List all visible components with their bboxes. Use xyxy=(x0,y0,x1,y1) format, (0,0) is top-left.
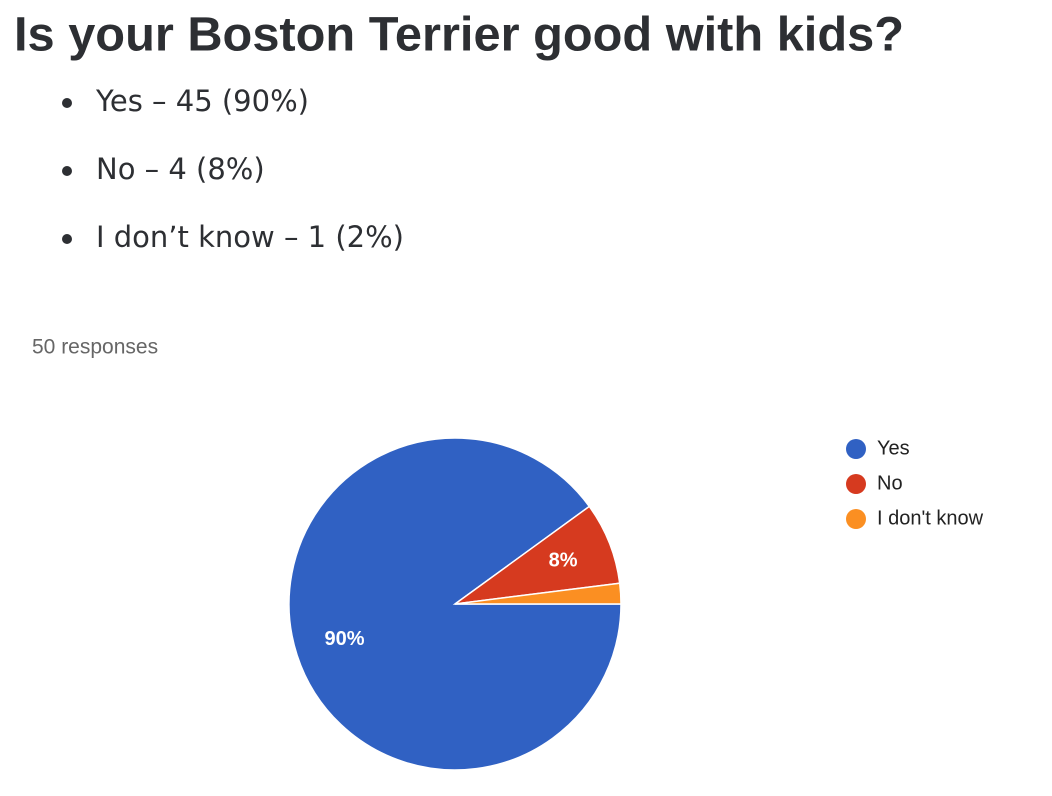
list-item: Yes – 45 (90%) xyxy=(95,84,309,118)
legend-swatch xyxy=(846,474,866,494)
legend-swatch xyxy=(846,439,866,459)
legend-label: Yes xyxy=(877,437,910,459)
pie-slice xyxy=(454,582,622,605)
bullet xyxy=(62,234,72,244)
chart-subtitle: 50 responses xyxy=(32,336,158,359)
data-label: 90% xyxy=(324,628,364,650)
list-item: No – 4 (8%) xyxy=(96,152,265,186)
legend-swatch xyxy=(846,509,866,529)
page-title: Is your Boston Terrier good with kids? xyxy=(14,9,904,62)
legend-label: No xyxy=(877,472,903,494)
data-label: 8% xyxy=(549,550,578,572)
bullet xyxy=(62,98,72,108)
list-item: I don’t know – 1 (2%) xyxy=(96,220,404,254)
bullet xyxy=(62,166,72,176)
legend-label: I don't know xyxy=(877,507,984,529)
